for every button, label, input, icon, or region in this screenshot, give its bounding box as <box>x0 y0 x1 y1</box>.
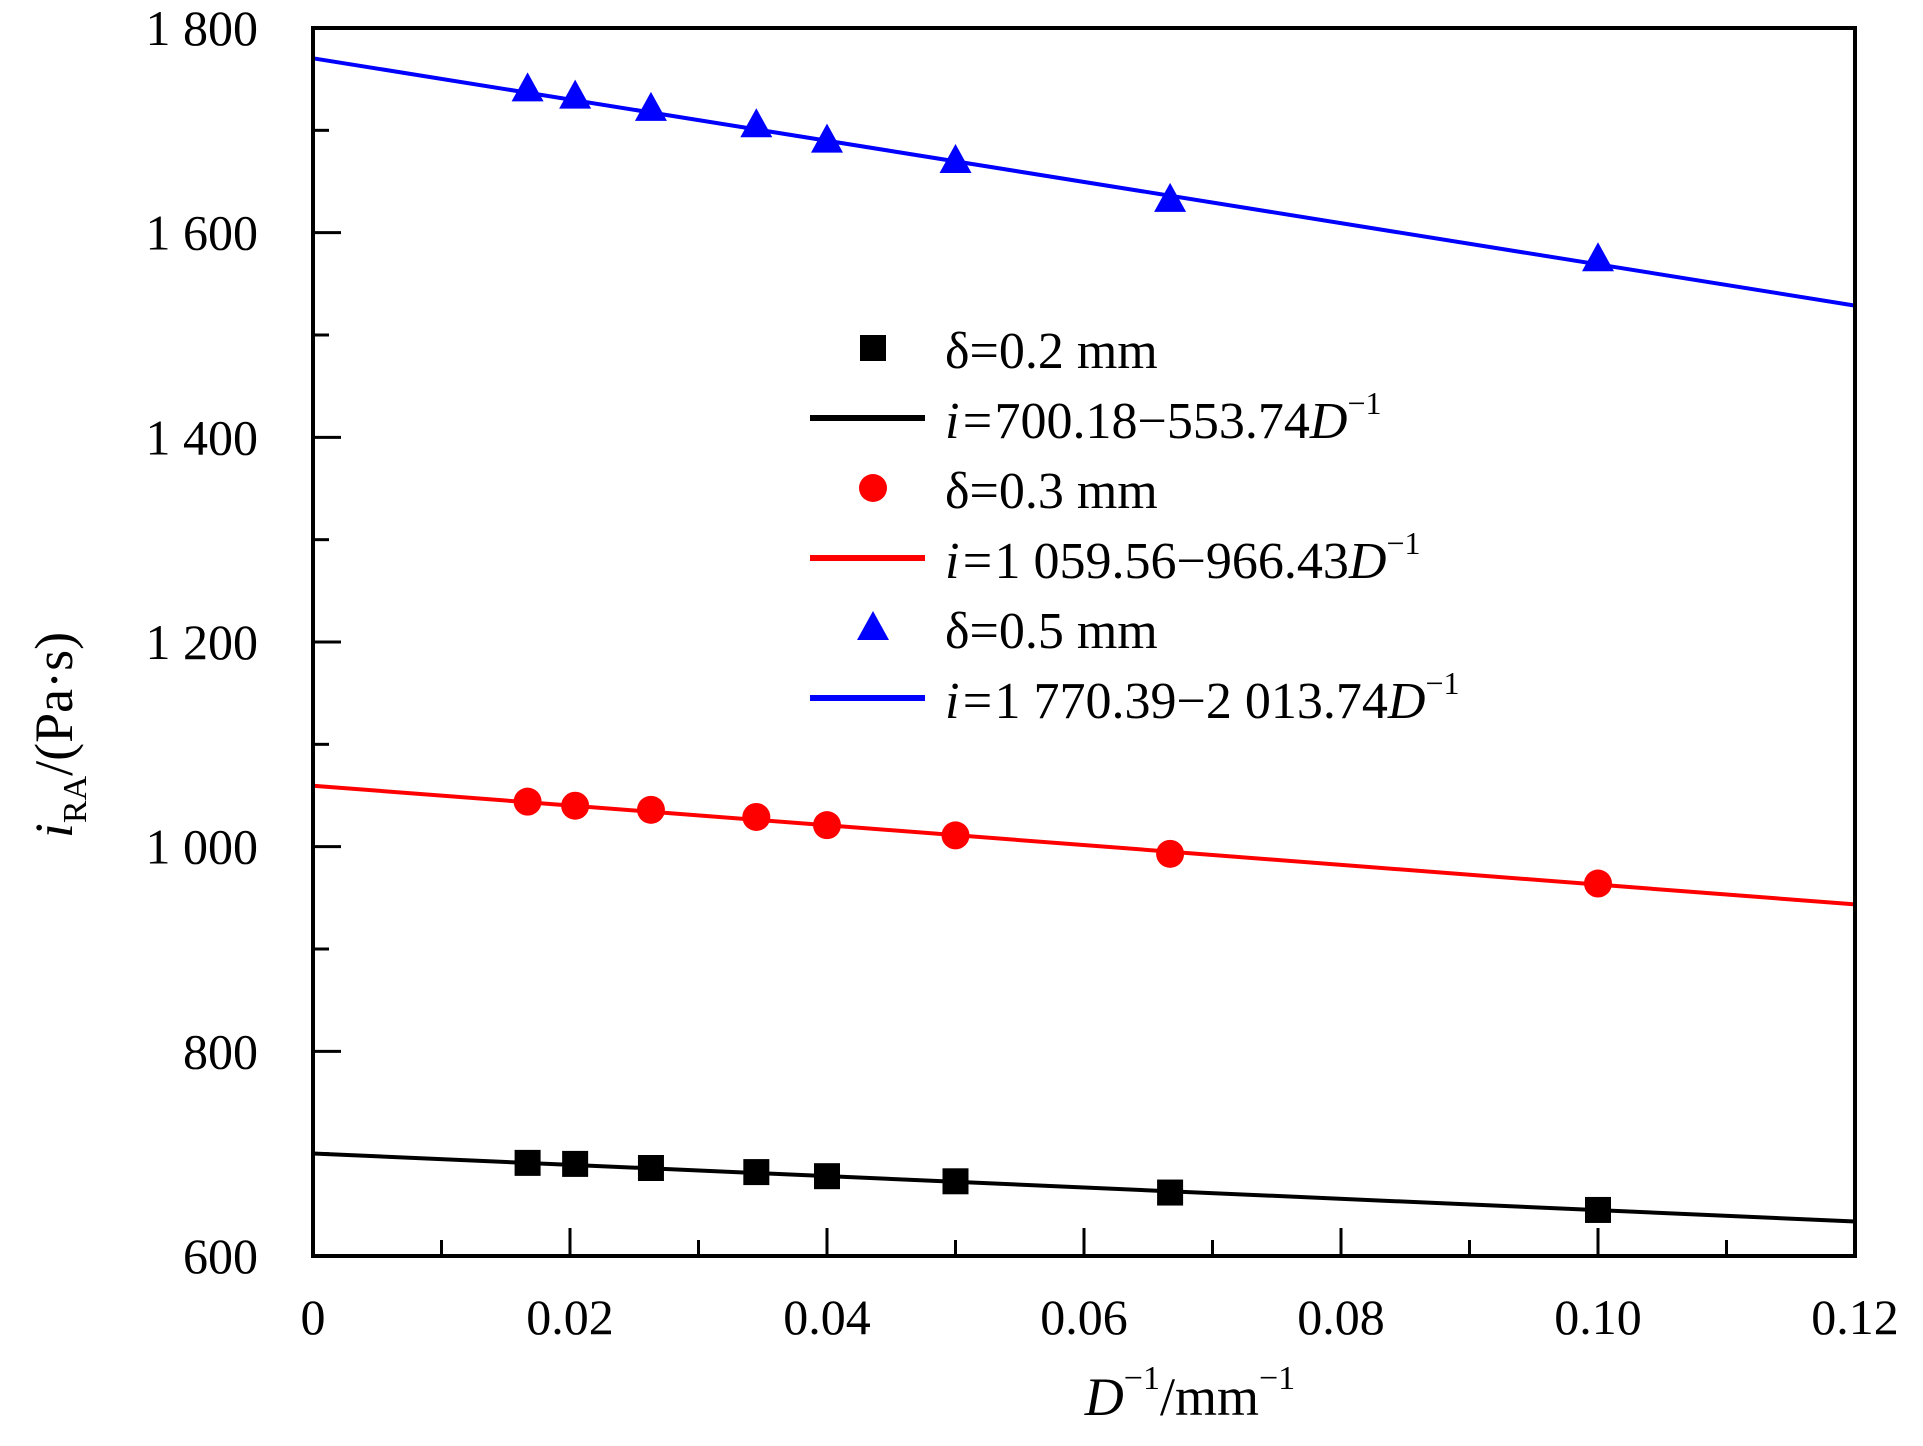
legend-fit-body: 1 770.39−2 013.74 <box>995 673 1388 730</box>
data-point <box>1582 242 1614 272</box>
legend-fit-0: i=700.18−553.74D−1 <box>945 385 1381 450</box>
data-point <box>942 1168 969 1195</box>
data-point <box>939 144 972 174</box>
y-axis-title-sub: RA <box>57 775 94 823</box>
x-tick-label: 0.08 <box>1297 1289 1385 1345</box>
data-point <box>636 795 665 824</box>
axis-tick-labels: 0 0.02 0.04 0.06 0.08 0.10 0.12 600 800 1 000 1 20… <box>146 0 1899 1345</box>
legend-fit-1: i=1 059.56−966.43D−1 <box>945 525 1420 590</box>
x-tick-label: 0 <box>301 1289 326 1345</box>
x-axis-title-sup2: −1 <box>1259 1360 1295 1397</box>
legend-fit-sup: −1 <box>1425 665 1459 701</box>
legend-fit-body: 700.18−553.74 <box>995 393 1310 450</box>
data-point <box>1157 1179 1184 1206</box>
y-tick-label: 1 200 <box>146 614 259 670</box>
legend-fit-var: D <box>1348 533 1387 590</box>
legend-marker-1 <box>859 474 887 502</box>
legend-entry-0: δ=0.2 mm <box>945 323 1158 380</box>
legend-entry-2: δ=0.5 mm <box>945 603 1158 660</box>
y-tick-label: 600 <box>183 1228 258 1284</box>
legend-fit-sup: −1 <box>1386 525 1420 561</box>
fit-line-0 <box>312 1151 1856 1224</box>
data-point <box>511 72 544 102</box>
plot-frame <box>311 26 1857 1258</box>
legend-fit-sup: −1 <box>1347 385 1381 421</box>
x-tick-label: 0.10 <box>1554 1289 1642 1345</box>
data-point <box>562 1150 589 1177</box>
data-point <box>514 1149 541 1176</box>
data-point <box>559 79 592 109</box>
y-axis-title: iRA/(Pa·s) <box>24 632 94 838</box>
legend-fit-prefix: i= <box>945 393 995 450</box>
x-axis-title-base: D <box>1084 1367 1124 1427</box>
data-point <box>513 787 542 816</box>
data-point <box>1156 839 1185 868</box>
data-point <box>637 1154 664 1181</box>
legend-fit-2: i=1 770.39−2 013.74D−1 <box>945 665 1459 730</box>
legend-fit-prefix: i= <box>945 673 995 730</box>
legend-marker-2 <box>857 611 889 640</box>
y-tick-label: 1 600 <box>146 205 259 261</box>
legend-fit-var: D <box>1387 673 1426 730</box>
data-point <box>1584 869 1612 898</box>
fit-line-1 <box>312 783 1856 907</box>
data-point <box>740 108 773 138</box>
data-point <box>742 802 771 831</box>
legend-fit-prefix: i= <box>945 533 995 590</box>
legend-fit-body: 1 059.56−966.43 <box>995 533 1349 590</box>
data-point <box>814 1163 840 1190</box>
y-tick-label: 1 800 <box>146 0 259 56</box>
x-tick-label: 0.06 <box>1040 1289 1128 1345</box>
data-point <box>813 811 841 840</box>
y-axis-title-base: i <box>24 823 84 838</box>
x-tick-label: 0.04 <box>783 1289 871 1345</box>
x-axis-title-unit: /mm <box>1160 1367 1259 1427</box>
legend: δ=0.2 mmi=700.18−553.74D−1δ=0.3 mmi=1 05… <box>810 323 1459 730</box>
y-tick-label: 800 <box>183 1023 258 1079</box>
data-point <box>634 91 667 121</box>
y-tick-label: 1 400 <box>146 409 259 465</box>
data-point <box>743 1159 770 1186</box>
data-point <box>941 821 970 850</box>
fit-line-2 <box>312 56 1856 308</box>
x-tick-label: 0.12 <box>1811 1289 1899 1345</box>
y-axis-title-unit: /(Pa·s) <box>24 632 84 776</box>
legend-entry-1: δ=0.3 mm <box>945 463 1158 520</box>
data-point <box>1154 182 1187 212</box>
y-tick-label: 1 000 <box>146 819 259 875</box>
x-axis-title-sup1: −1 <box>1124 1360 1160 1397</box>
legend-fit-var: D <box>1309 393 1348 450</box>
data-markers <box>511 72 1614 1223</box>
x-axis-title: D−1/mm−1 <box>1084 1360 1295 1427</box>
legend-marker-0 <box>860 335 886 361</box>
data-point <box>811 123 843 153</box>
x-tick-label: 0.02 <box>526 1289 614 1345</box>
data-point <box>1585 1196 1611 1223</box>
data-point <box>561 791 590 820</box>
